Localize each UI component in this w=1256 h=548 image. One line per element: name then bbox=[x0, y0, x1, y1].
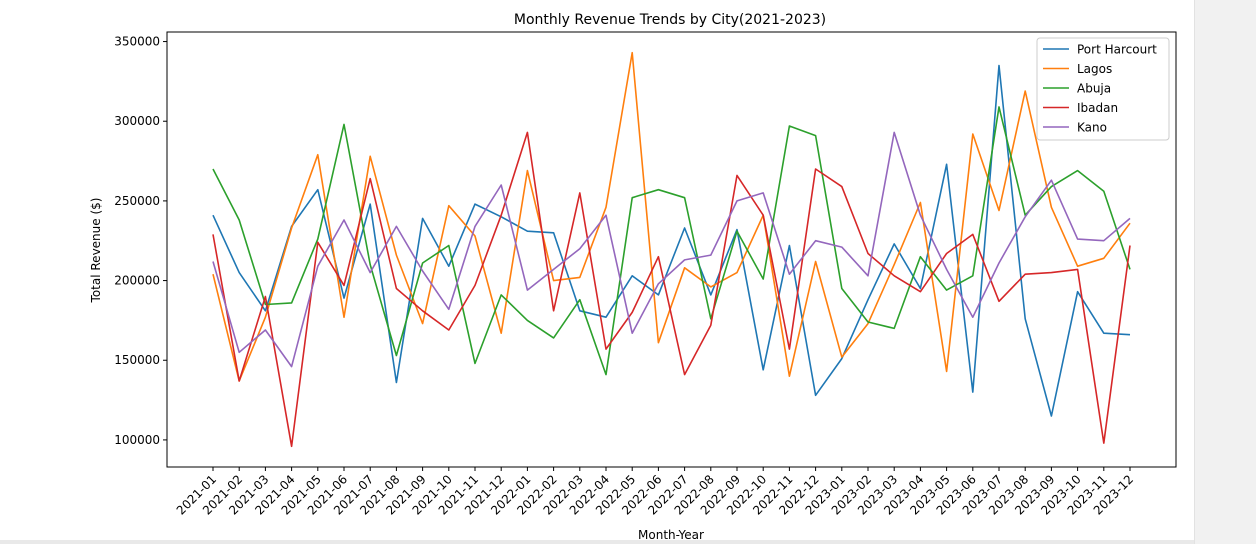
legend-box bbox=[1036, 37, 1170, 141]
chart-figure: Monthly Revenue Trends by City(2021-2023… bbox=[89, 12, 1177, 542]
series-line-kano bbox=[212, 131, 1131, 368]
y-axis-ticks: 100000 150000 200000 250000 300000 350000 bbox=[114, 35, 167, 447]
x-axis-label: Month-Year bbox=[638, 528, 704, 542]
legend-label: Ibadan bbox=[1077, 101, 1118, 115]
y-tick-label: 150000 bbox=[114, 353, 160, 367]
series-layer bbox=[212, 51, 1131, 448]
scrollbar-track[interactable] bbox=[1194, 0, 1256, 544]
x-axis-ticks: 2021-012021-022021-032021-042021-052021-… bbox=[174, 467, 1136, 518]
line-chart: Monthly Revenue Trends by City(2021-2023… bbox=[89, 12, 1177, 542]
series-line-abuja bbox=[212, 106, 1131, 376]
series-line-ibadan bbox=[212, 131, 1131, 448]
bottom-edge bbox=[0, 540, 1194, 544]
y-tick-label: 200000 bbox=[114, 274, 160, 288]
y-axis-label: Total Revenue ($) bbox=[89, 198, 103, 304]
y-tick-label: 350000 bbox=[114, 35, 160, 49]
series-line-port-harcourt bbox=[212, 64, 1131, 417]
y-tick-label: 250000 bbox=[114, 194, 160, 208]
plot-area-frame bbox=[166, 31, 1177, 468]
legend-label: Lagos bbox=[1077, 62, 1112, 76]
y-tick-label: 100000 bbox=[114, 433, 160, 447]
legend-label: Kano bbox=[1077, 121, 1107, 135]
legend-label: Port Harcourt bbox=[1077, 43, 1157, 57]
legend-label: Abuja bbox=[1077, 82, 1111, 96]
legend: Port Harcourt Lagos Abuja Ibadan Kano bbox=[1036, 37, 1170, 141]
chart-title: Monthly Revenue Trends by City(2021-2023… bbox=[514, 12, 826, 28]
series-line-lagos bbox=[212, 51, 1131, 382]
y-tick-label: 300000 bbox=[114, 114, 160, 128]
